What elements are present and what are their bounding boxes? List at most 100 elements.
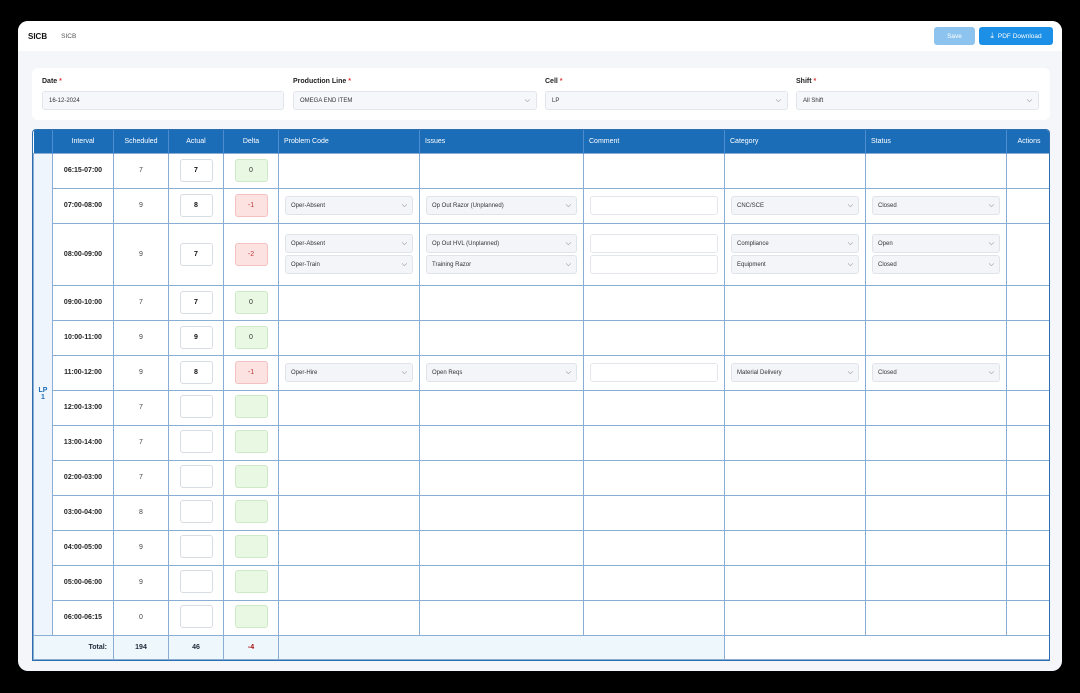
category-cell [724, 459, 866, 496]
category-select[interactable]: CNC/SCE ⌵ [731, 196, 859, 215]
actual-input[interactable] [179, 500, 213, 523]
shift-label: Shift [796, 78, 812, 85]
production-line-select[interactable]: OMEGA END ITEM ⌵ [293, 91, 537, 110]
comment-input[interactable] [590, 363, 718, 382]
chevron-down-icon: ⌵ [401, 368, 407, 376]
scheduled-cell: 9 [113, 222, 169, 286]
col-actual: Actual [168, 130, 224, 153]
category-cell: CNC/SCE ⌵ [724, 187, 866, 224]
status-cell [865, 529, 1007, 566]
category-select[interactable]: Equipment ⌵ [731, 255, 859, 274]
actions-cell [1006, 152, 1049, 189]
comment-input[interactable] [590, 255, 718, 274]
interval-cell: 08:00-09:00 [52, 222, 114, 286]
problem-code-select[interactable]: Oper-Absent ⌵ [285, 196, 413, 215]
scheduled-cell: 7 [113, 459, 169, 496]
table-row: 13:00-14:00 7 [34, 424, 1049, 461]
issues-cell [419, 152, 584, 189]
interval-cell: 06:00-06:15 [52, 599, 114, 636]
table-row: 02:00-03:00 7 [34, 459, 1049, 496]
actual-input[interactable]: 8 [179, 361, 213, 384]
date-filter: Date * 16-12-2024 [42, 78, 284, 110]
problem-code-cell [278, 424, 420, 461]
problem-code-select[interactable]: Oper-Train ⌵ [285, 255, 413, 274]
category-select[interactable]: Material Delivery ⌵ [731, 363, 859, 382]
date-input[interactable]: 16-12-2024 [42, 91, 284, 110]
issue-select[interactable]: Training Razor ⌵ [426, 255, 577, 274]
status-select[interactable]: Closed ⌵ [872, 363, 1000, 382]
chevron-down-icon: ⌵ [847, 260, 853, 268]
table-row: 04:00-05:00 9 [34, 529, 1049, 566]
table-row: 11:00-12:00 9 8 -1 Oper-Hire ⌵ Open Reqs ⌵… [34, 354, 1049, 391]
actions-cell [1006, 599, 1049, 636]
actions-cell [1006, 284, 1049, 321]
issue-select[interactable]: Op Out Razor (Unplanned) ⌵ [426, 196, 577, 215]
chevron-down-icon: ⌵ [401, 201, 407, 209]
status-select[interactable]: Closed ⌵ [872, 255, 1000, 274]
comment-input[interactable] [590, 196, 718, 215]
delta-value [234, 570, 268, 593]
actions-cell [1006, 222, 1049, 286]
chevron-down-icon: ⌵ [401, 239, 407, 247]
actions-cell [1006, 459, 1049, 496]
issues-cell: Open Reqs ⌵ [419, 354, 584, 391]
issue-select[interactable]: Op Out HVL (Unplanned) ⌵ [426, 234, 577, 253]
actual-input[interactable] [179, 535, 213, 558]
date-label: Date [42, 78, 58, 85]
category-cell: Material Delivery ⌵ [724, 354, 866, 391]
col-status: Status [865, 130, 1007, 153]
category-select[interactable]: Compliance ⌵ [731, 234, 859, 253]
category-cell [724, 529, 866, 566]
actual-input[interactable] [179, 605, 213, 628]
scheduled-cell: 9 [113, 354, 169, 391]
comment-cell [583, 354, 725, 391]
issue-select[interactable]: Open Reqs ⌵ [426, 363, 577, 382]
problem-code-cell: Oper-Absent ⌵ Oper-Train ⌵ [278, 222, 420, 286]
breadcrumb[interactable]: SICB [61, 32, 77, 40]
status-cell: Closed ⌵ [865, 354, 1007, 391]
actual-input[interactable] [179, 395, 213, 418]
filter-panel: Date * 16-12-2024 Production Line * OMEG… [32, 68, 1050, 120]
chevron-down-icon: ⌵ [847, 201, 853, 209]
category-cell [724, 599, 866, 636]
delta-value: 0 [234, 159, 268, 182]
col-problem-code: Problem Code [278, 130, 420, 153]
problem-code-select[interactable]: Oper-Absent ⌵ [285, 234, 413, 253]
delta-value: -2 [234, 242, 268, 266]
actual-input[interactable] [179, 430, 213, 453]
actual-input[interactable]: 7 [179, 242, 213, 266]
scheduled-cell: 7 [113, 284, 169, 321]
cell-select[interactable]: LP ⌵ [545, 91, 788, 110]
problem-code-cell [278, 152, 420, 189]
status-select[interactable]: Open ⌵ [872, 234, 1000, 253]
comment-cell [583, 284, 725, 321]
chevron-down-icon: ⌵ [847, 368, 853, 376]
actual-input[interactable] [179, 570, 213, 593]
actual-input[interactable]: 7 [179, 291, 213, 314]
pdf-download-button[interactable]: ⤓ PDF Download [979, 27, 1053, 45]
table-row: 10:00-11:00 9 9 0 [34, 319, 1049, 356]
table-row: 08:00-09:00 9 7 -2 Oper-Absent ⌵ Oper-Trai… [34, 222, 1049, 286]
comment-cell [583, 564, 725, 601]
status-cell [865, 284, 1007, 321]
actions-cell [1006, 389, 1049, 426]
actual-input[interactable]: 7 [179, 159, 213, 182]
status-select[interactable]: Closed ⌵ [872, 196, 1000, 215]
issues-cell [419, 599, 584, 636]
table-row: LP 1 06:15-07:00 7 7 0 [33, 152, 1049, 636]
status-cell [865, 494, 1007, 531]
interval-cell: 07:00-08:00 [52, 187, 114, 224]
shift-select[interactable]: All Shift ⌵ [796, 91, 1039, 110]
comment-input[interactable] [590, 234, 718, 253]
comment-cell [583, 494, 725, 531]
chevron-down-icon: ⌵ [988, 201, 994, 209]
problem-code-select[interactable]: Oper-Hire ⌵ [285, 363, 413, 382]
actual-input[interactable]: 9 [179, 326, 213, 349]
actual-input[interactable]: 8 [179, 194, 213, 217]
save-button[interactable]: Save [934, 27, 975, 45]
comment-cell [583, 599, 725, 636]
actual-input[interactable] [179, 465, 213, 488]
interval-cell: 10:00-11:00 [52, 319, 114, 356]
col-comment: Comment [583, 130, 725, 153]
problem-code-cell [278, 599, 420, 636]
